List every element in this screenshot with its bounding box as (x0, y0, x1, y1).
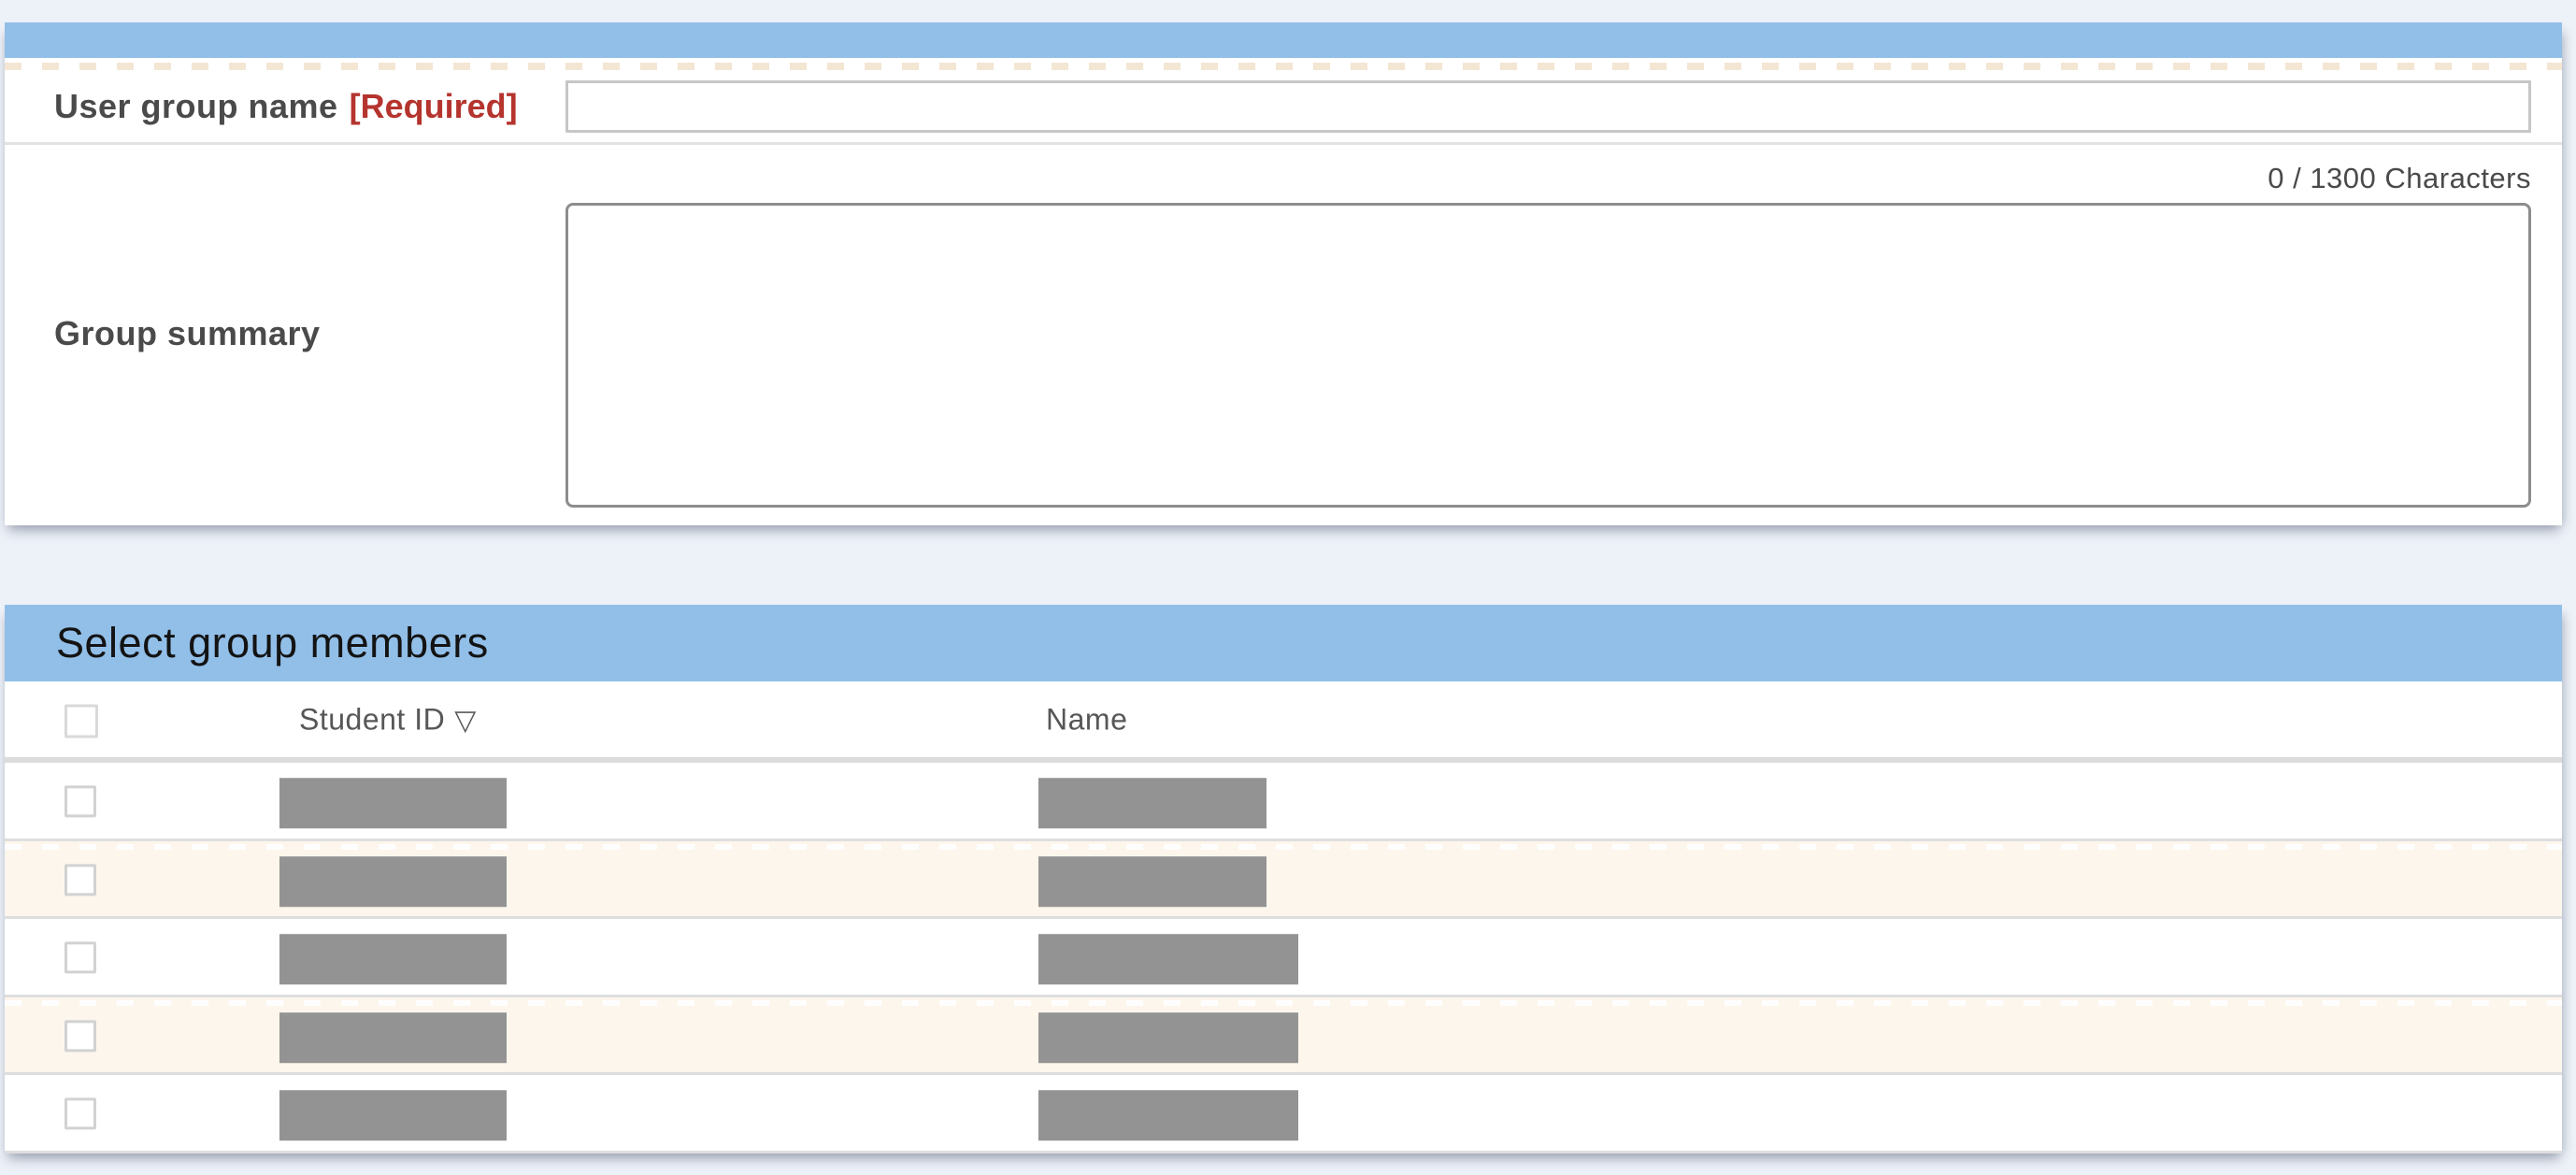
student-id-redacted-block (279, 934, 507, 985)
user-group-name-input[interactable] (565, 79, 2531, 133)
group-summary-input-cell: 0 / 1300 Characters (565, 160, 2562, 508)
name-redacted-block (1038, 934, 1298, 985)
dotted-separator (5, 63, 2562, 70)
student-id-redacted-block (279, 1011, 507, 1063)
member-select-checkbox[interactable] (64, 1020, 96, 1053)
member-row (5, 1075, 2562, 1154)
name-redacted-block (1038, 1011, 1298, 1063)
user-group-name-input-cell (565, 79, 2562, 133)
member-row (5, 919, 2562, 997)
select-group-members-panel: Select group members Student ID ▽ Name (5, 605, 2562, 1154)
group-summary-textarea[interactable] (565, 203, 2531, 508)
character-counter: 0 / 1300 Characters (2268, 162, 2531, 194)
name-redacted-block (1038, 855, 1267, 907)
select-all-checkbox[interactable] (64, 703, 98, 738)
student-id-redacted-block (279, 1090, 507, 1141)
required-badge: [Required] (349, 86, 518, 125)
group-summary-label: Group summary (54, 314, 321, 352)
student-id-redacted-block (279, 778, 507, 829)
members-table-body (5, 763, 2562, 1154)
member-select-checkbox[interactable] (64, 785, 96, 818)
member-row (5, 840, 2562, 919)
sort-descending-icon[interactable]: ▽ (454, 705, 477, 736)
members-section-header-bar: Select group members (5, 605, 2562, 681)
column-header-student-id[interactable]: Student ID ▽ (299, 702, 477, 737)
group-form-panel: User group name [Required] Group summary… (5, 22, 2562, 525)
column-header-name[interactable]: Name (1046, 702, 1127, 737)
group-summary-row: Group summary 0 / 1300 Characters (5, 145, 2562, 523)
name-redacted-block (1038, 778, 1267, 829)
student-id-header-label: Student ID (299, 702, 446, 736)
user-group-name-row: User group name [Required] (5, 70, 2562, 145)
member-select-checkbox[interactable] (64, 864, 96, 896)
student-id-redacted-block (279, 855, 507, 907)
member-select-checkbox[interactable] (64, 941, 96, 974)
member-row (5, 763, 2562, 841)
user-group-name-label: User group name (54, 86, 338, 125)
name-redacted-block (1038, 1090, 1298, 1141)
user-group-name-label-cell: User group name [Required] (5, 87, 565, 126)
form-section-header-bar (5, 22, 2562, 58)
members-table-header-row: Student ID ▽ Name (5, 681, 2562, 763)
name-header-label: Name (1046, 702, 1128, 736)
member-row (5, 996, 2562, 1075)
members-section-title: Select group members (56, 619, 489, 666)
group-summary-label-cell: Group summary (5, 314, 565, 353)
member-select-checkbox[interactable] (64, 1097, 96, 1130)
